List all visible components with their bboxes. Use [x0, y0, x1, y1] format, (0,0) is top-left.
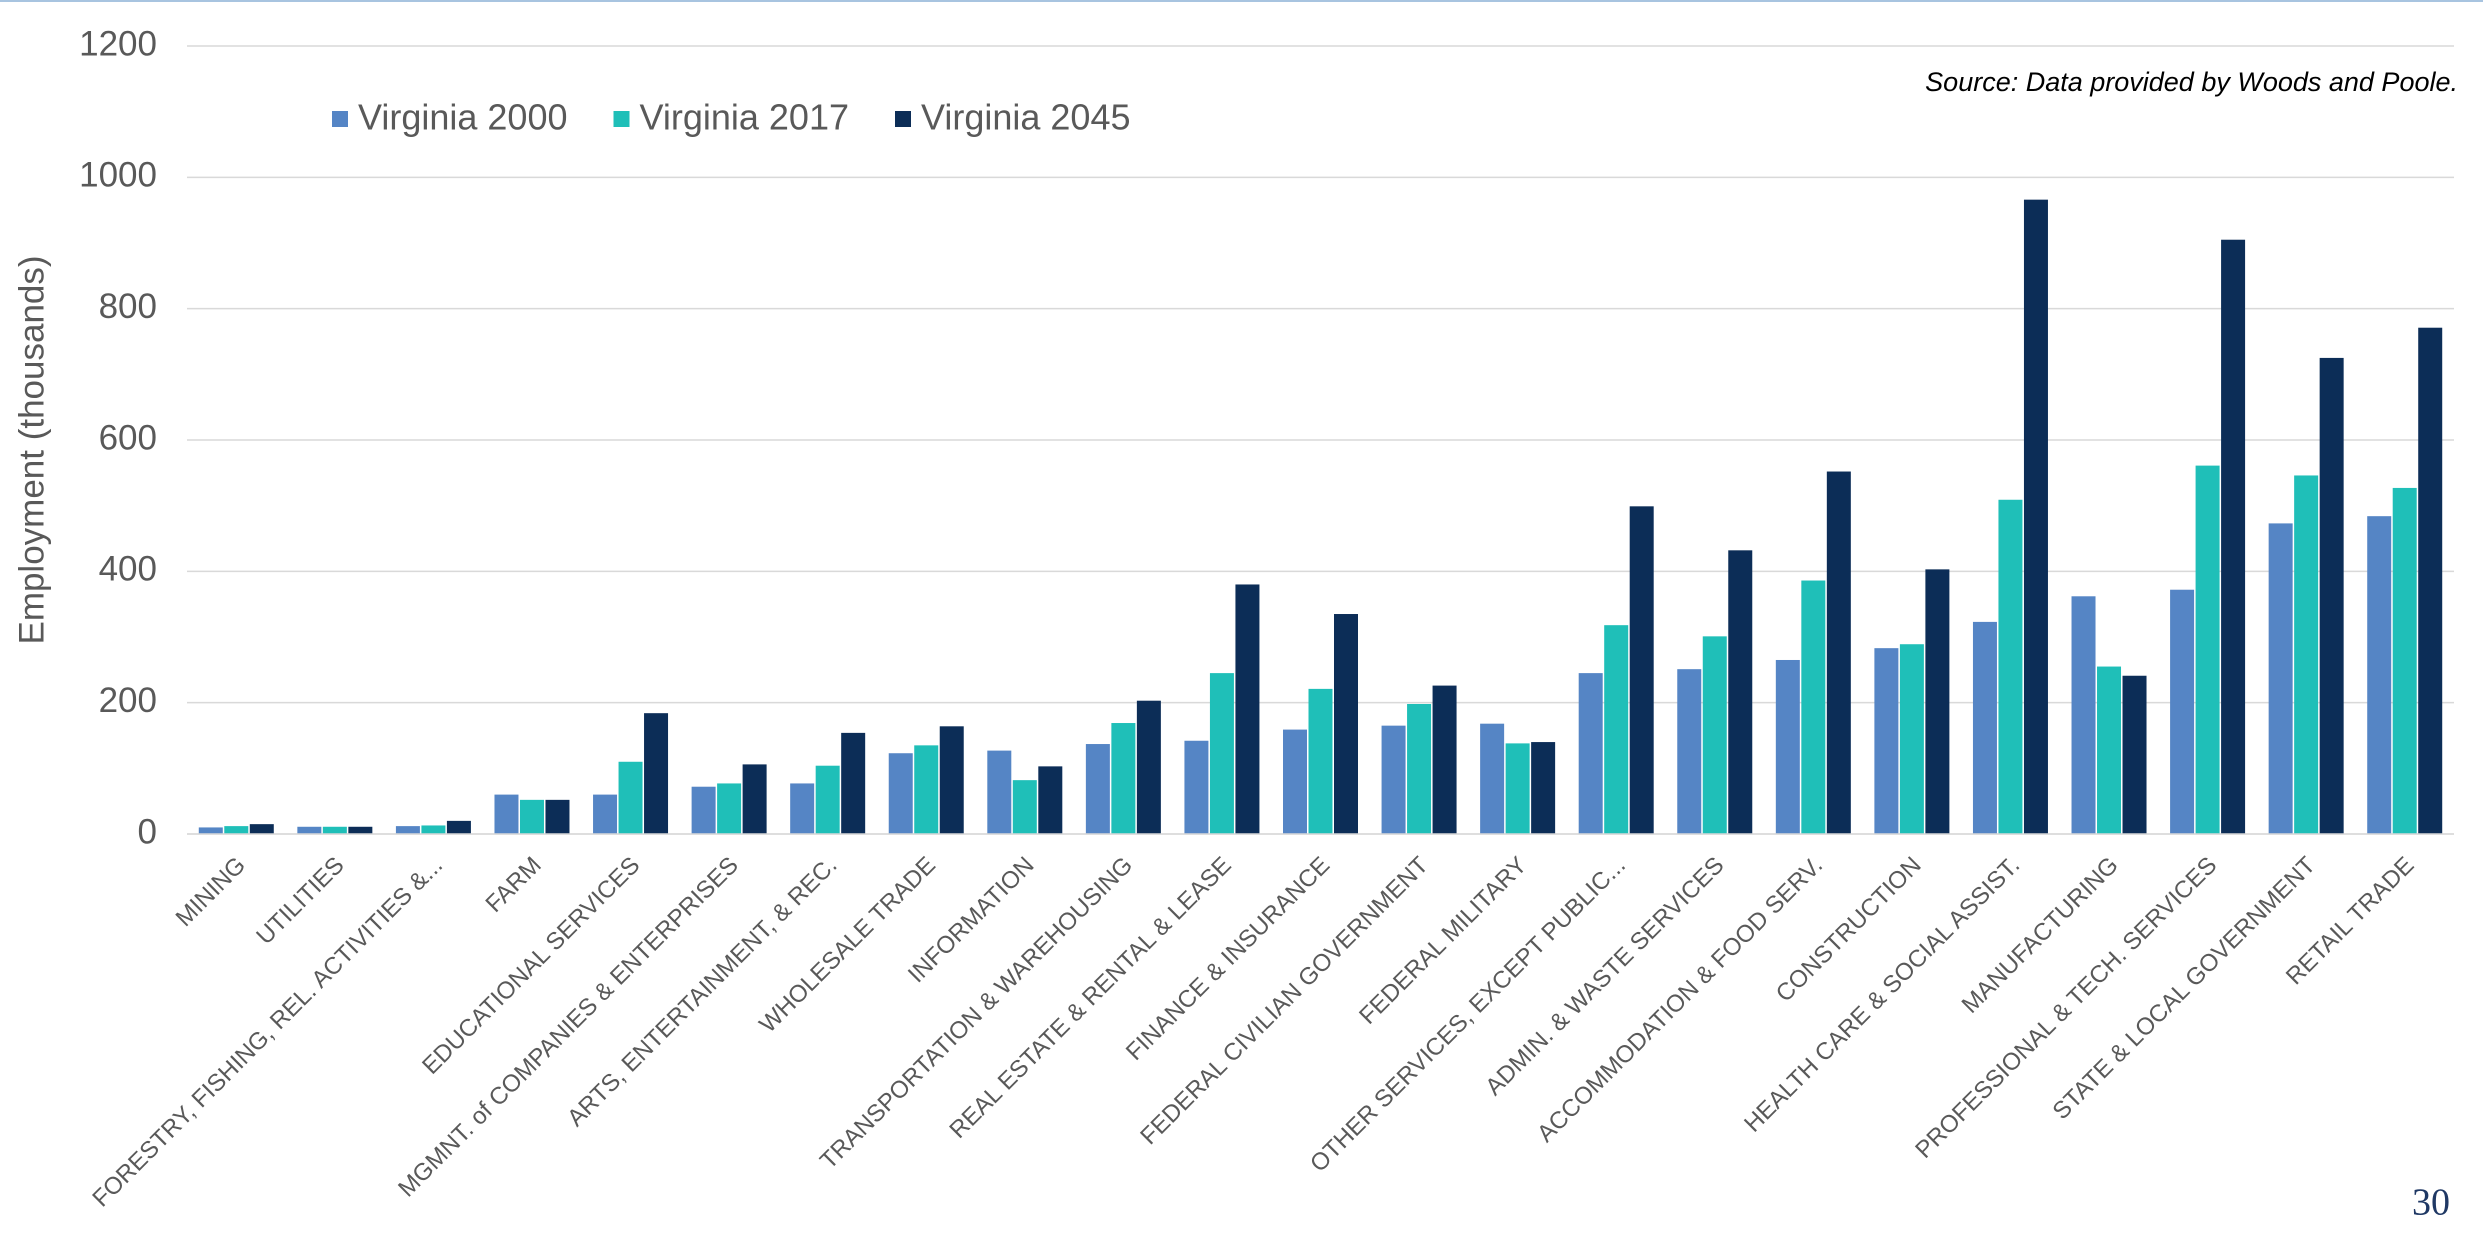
bar	[1801, 580, 1826, 834]
bar	[644, 713, 669, 834]
y-tick-label: 0	[138, 812, 157, 851]
bar	[2392, 487, 2417, 834]
bar	[1085, 744, 1110, 834]
bar	[1283, 729, 1307, 834]
bar	[421, 825, 446, 834]
bar	[1038, 766, 1063, 834]
x-tick-label: MGMNT. of COMPANIES & ENTERPRISES	[393, 852, 744, 1203]
x-tick-label: WHOLESALE TRADE	[754, 852, 941, 1039]
bar	[1480, 723, 1505, 834]
bar	[742, 764, 767, 834]
x-tick-label: FORESTRY, FISHING, REL. ACTIVITIES &...	[87, 852, 448, 1213]
bar	[2221, 239, 2246, 834]
y-tick-label: 1000	[79, 156, 157, 195]
x-tick-label: FEDERAL MILITARY	[1354, 852, 1532, 1030]
bar	[1604, 625, 1629, 834]
bar	[1826, 471, 1851, 834]
bar	[2268, 523, 2293, 834]
bar	[1111, 723, 1136, 834]
bar	[1012, 780, 1037, 834]
legend-swatch	[613, 111, 630, 127]
bar	[1972, 621, 1997, 834]
bar	[494, 794, 519, 834]
bar	[1578, 673, 1603, 834]
bar	[1505, 743, 1530, 834]
bar	[224, 826, 249, 834]
bar	[249, 824, 274, 834]
x-tick-label: FARM	[480, 852, 546, 918]
x-tick-label: MINING	[171, 852, 251, 932]
bar	[1334, 614, 1358, 834]
bar	[2294, 475, 2319, 834]
bar	[446, 820, 471, 834]
bar	[519, 799, 544, 834]
bar	[1677, 669, 1702, 834]
bar	[691, 786, 716, 834]
y-axis-label: Employment (thousands)	[12, 255, 51, 644]
bar	[717, 783, 742, 834]
page-number: 30	[2412, 1182, 2450, 1224]
bar	[1775, 659, 1800, 834]
x-tick-label: FINANCE & INSURANCE	[1121, 852, 1335, 1066]
bar	[1235, 584, 1260, 834]
bar	[2319, 357, 2344, 834]
bar	[1184, 740, 1209, 834]
y-tick-label: 600	[99, 418, 157, 457]
bar	[348, 826, 373, 834]
bar	[297, 826, 322, 834]
bar	[1629, 506, 1654, 834]
bar	[2170, 589, 2195, 834]
bar	[2122, 675, 2147, 834]
y-tick-label: 400	[99, 550, 157, 589]
bar	[914, 745, 939, 834]
bar	[1702, 636, 1727, 834]
bar	[1531, 742, 1556, 834]
bar	[322, 826, 347, 834]
bar	[2418, 327, 2443, 834]
bar	[1899, 644, 1924, 834]
legend-label: Virginia 2045	[921, 97, 1131, 138]
bar	[1925, 569, 1950, 834]
bar	[1998, 499, 2023, 834]
bar	[2023, 199, 2048, 834]
bar	[2367, 516, 2392, 834]
bar	[545, 799, 570, 834]
bar	[198, 827, 223, 834]
y-tick-label: 1200	[79, 24, 157, 63]
bar	[888, 753, 913, 834]
bar	[939, 726, 964, 834]
bar	[790, 783, 815, 834]
legend-label: Virginia 2017	[640, 97, 850, 138]
bar	[395, 826, 420, 834]
legend-swatch	[895, 111, 911, 127]
bar	[618, 761, 643, 834]
bar	[841, 732, 866, 834]
bar	[593, 794, 618, 834]
source: Source: Data provided by Woods and Poole…	[1925, 67, 2458, 97]
bar	[1308, 688, 1333, 834]
legend-swatch	[332, 111, 348, 127]
y-tick-label: 800	[99, 287, 157, 326]
y-tick-label: 200	[99, 681, 157, 720]
bar	[1209, 673, 1234, 834]
bar	[1728, 550, 1753, 834]
bar	[815, 765, 840, 834]
bar	[1432, 685, 1457, 834]
bar	[1381, 725, 1406, 834]
bar	[2071, 596, 2096, 834]
bar	[987, 750, 1012, 834]
bar	[1874, 648, 1899, 834]
x-tick-label: UTILITIES	[251, 852, 349, 950]
bar	[1407, 703, 1432, 834]
bar	[2195, 465, 2220, 834]
bar	[1136, 700, 1161, 834]
legend-label: Virginia 2000	[358, 97, 568, 138]
bar	[2097, 666, 2122, 834]
